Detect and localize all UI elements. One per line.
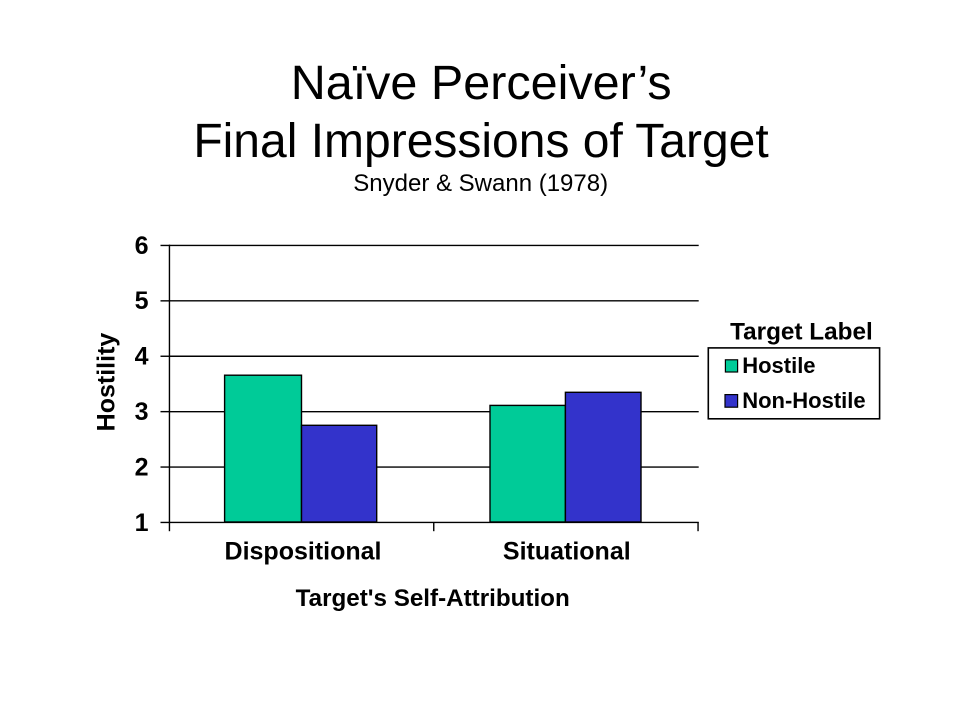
svg-text:4: 4 [135, 343, 149, 371]
svg-text:Dispositional: Dispositional [225, 538, 382, 566]
svg-text:Hostility: Hostility [93, 333, 121, 432]
svg-text:Non-Hostile: Non-Hostile [742, 388, 865, 413]
svg-text:1: 1 [135, 509, 149, 537]
svg-text:3: 3 [135, 398, 149, 426]
svg-text:Hostile: Hostile [742, 353, 815, 378]
svg-text:2: 2 [135, 453, 149, 481]
svg-text:Target's Self-Attribution: Target's Self-Attribution [296, 585, 570, 612]
svg-text:Naïve Perceiver’s: Naïve Perceiver’s [291, 56, 672, 110]
svg-text:Final Impressions of Target: Final Impressions of Target [193, 115, 768, 168]
svg-text:5: 5 [135, 287, 149, 315]
svg-text:Situational: Situational [503, 538, 631, 566]
svg-text:Target Label: Target Label [730, 319, 873, 346]
svg-text:6: 6 [135, 232, 149, 260]
svg-text:Snyder & Swann (1978): Snyder & Swann (1978) [353, 170, 608, 197]
